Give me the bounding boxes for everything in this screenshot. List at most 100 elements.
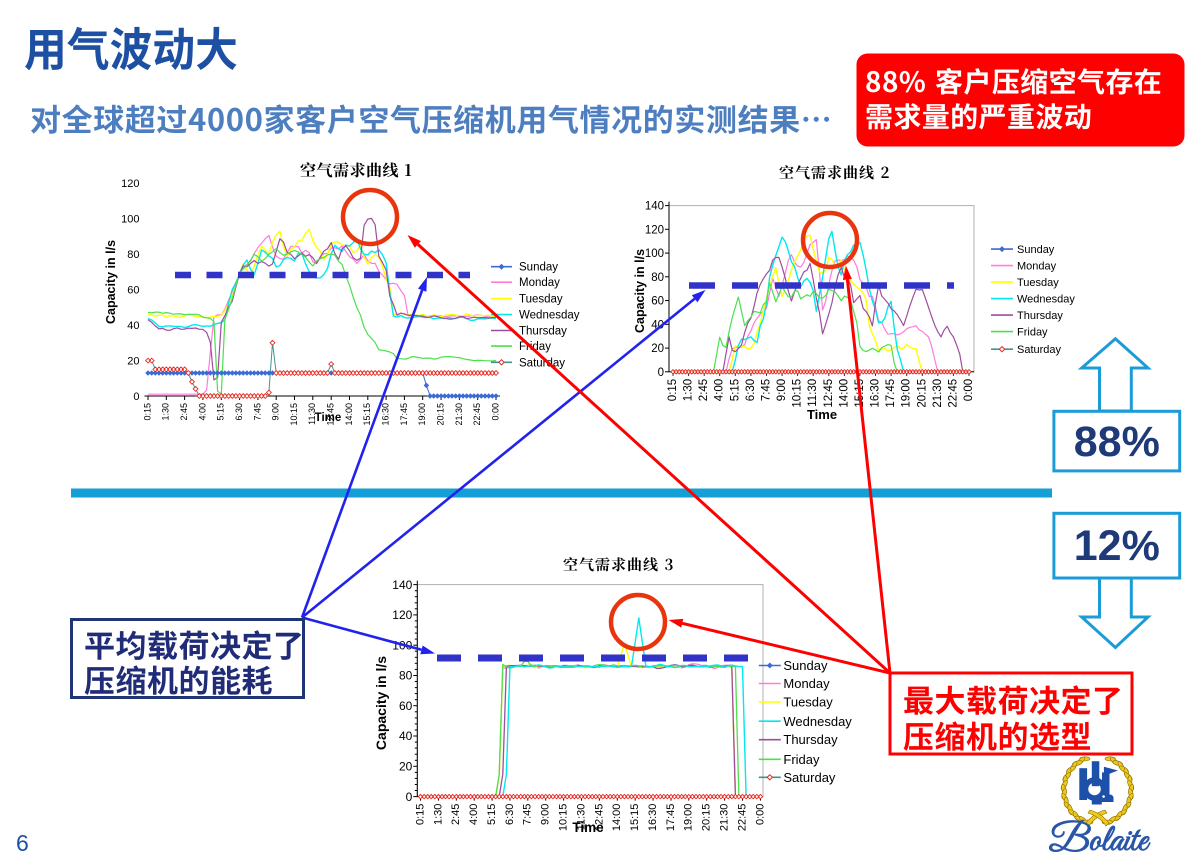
svg-text:Saturday: Saturday — [783, 770, 836, 785]
svg-text:Sunday: Sunday — [783, 658, 828, 673]
svg-text:Thursday: Thursday — [519, 326, 567, 338]
svg-text:6:30: 6:30 — [745, 379, 757, 401]
svg-text:12%: 12% — [1074, 522, 1160, 570]
svg-text:14:00: 14:00 — [838, 379, 850, 408]
svg-text:12:45: 12:45 — [823, 379, 835, 408]
svg-text:20: 20 — [399, 760, 413, 774]
svg-text:10:15: 10:15 — [289, 403, 299, 426]
svg-text:40: 40 — [399, 729, 413, 743]
svg-text:Capacity in l/s: Capacity in l/s — [373, 656, 389, 750]
svg-text:19:00: 19:00 — [417, 403, 427, 426]
svg-text:60: 60 — [127, 285, 139, 297]
svg-text:12:45: 12:45 — [593, 804, 605, 832]
svg-text:17:45: 17:45 — [885, 379, 897, 408]
svg-text:10:15: 10:15 — [792, 379, 804, 408]
svg-text:120: 120 — [645, 224, 664, 236]
svg-text:5:15: 5:15 — [216, 403, 226, 421]
svg-text:22:45: 22:45 — [736, 804, 748, 832]
svg-text:20:15: 20:15 — [435, 403, 445, 426]
svg-text:7:45: 7:45 — [761, 379, 773, 401]
svg-text:1:30: 1:30 — [683, 379, 695, 401]
svg-text:80: 80 — [651, 272, 664, 284]
svg-text:5:15: 5:15 — [486, 804, 498, 825]
svg-text:0:15: 0:15 — [414, 804, 426, 825]
svg-text:7:45: 7:45 — [522, 804, 534, 825]
svg-text:16:30: 16:30 — [870, 379, 882, 408]
svg-text:Time: Time — [572, 820, 604, 835]
svg-text:140: 140 — [392, 578, 412, 592]
svg-text:19:00: 19:00 — [901, 379, 913, 408]
svg-text:40: 40 — [127, 320, 139, 332]
svg-text:Capacity in l/s: Capacity in l/s — [104, 240, 118, 324]
svg-text:21:30: 21:30 — [932, 379, 944, 408]
svg-text:21:30: 21:30 — [454, 403, 464, 426]
svg-text:Tuesday: Tuesday — [783, 695, 833, 710]
svg-text:9:00: 9:00 — [776, 379, 788, 401]
svg-text:5:15: 5:15 — [729, 379, 741, 401]
svg-text:Time: Time — [315, 412, 342, 424]
svg-text:2:45: 2:45 — [698, 379, 710, 401]
svg-text:12:45: 12:45 — [326, 403, 336, 426]
svg-text:120: 120 — [392, 608, 412, 622]
svg-text:88%: 88% — [1074, 418, 1160, 466]
svg-text:11:30: 11:30 — [807, 379, 819, 407]
svg-text:Capacity in l/s: Capacity in l/s — [633, 249, 647, 333]
svg-text:60: 60 — [399, 699, 413, 713]
svg-text:19:00: 19:00 — [683, 804, 695, 832]
svg-text:Tuesday: Tuesday — [519, 294, 563, 306]
svg-text:Monday: Monday — [783, 676, 830, 691]
svg-text:Friday: Friday — [783, 752, 820, 767]
svg-text:80: 80 — [399, 669, 413, 683]
svg-text:15:15: 15:15 — [629, 804, 641, 832]
svg-text:0:15: 0:15 — [142, 403, 152, 421]
svg-text:20: 20 — [127, 355, 139, 367]
svg-text:16:30: 16:30 — [647, 804, 659, 832]
svg-text:Tuesday: Tuesday — [1017, 277, 1059, 289]
svg-text:21:30: 21:30 — [719, 804, 731, 832]
svg-text:Thursday: Thursday — [1017, 310, 1063, 322]
svg-text:4:00: 4:00 — [468, 804, 480, 825]
svg-text:9:00: 9:00 — [271, 403, 281, 421]
svg-text:14:00: 14:00 — [344, 403, 354, 426]
svg-text:7:45: 7:45 — [252, 403, 262, 421]
svg-text:120: 120 — [121, 178, 139, 190]
svg-text:140: 140 — [645, 201, 664, 213]
svg-text:17:45: 17:45 — [399, 403, 409, 426]
svg-text:0:00: 0:00 — [754, 804, 766, 825]
svg-text:15:15: 15:15 — [362, 403, 372, 426]
svg-text:0:00: 0:00 — [490, 403, 500, 421]
svg-text:2:45: 2:45 — [450, 804, 462, 825]
svg-text:20:15: 20:15 — [916, 379, 928, 408]
svg-text:0: 0 — [658, 367, 664, 379]
svg-text:Monday: Monday — [519, 277, 560, 289]
svg-text:Thursday: Thursday — [783, 732, 838, 747]
svg-text:4:00: 4:00 — [714, 379, 726, 401]
svg-text:0: 0 — [133, 391, 139, 403]
svg-text:Saturday: Saturday — [1017, 344, 1062, 356]
svg-text:1:30: 1:30 — [432, 804, 444, 825]
svg-text:20: 20 — [651, 343, 664, 355]
svg-text:Time: Time — [807, 407, 837, 422]
svg-text:100: 100 — [121, 214, 139, 226]
svg-text:Friday: Friday — [1017, 327, 1048, 339]
svg-text:Sunday: Sunday — [1017, 244, 1055, 256]
svg-text:Wednesday: Wednesday — [1017, 294, 1075, 306]
svg-text:0:15: 0:15 — [667, 379, 679, 401]
svg-text:22:45: 22:45 — [472, 403, 482, 426]
svg-text:100: 100 — [645, 248, 664, 260]
svg-text:10:15: 10:15 — [558, 804, 570, 832]
svg-text:2:45: 2:45 — [179, 403, 189, 421]
svg-text:Sunday: Sunday — [519, 262, 558, 274]
svg-text:Monday: Monday — [1017, 261, 1057, 273]
svg-text:0: 0 — [406, 790, 413, 804]
svg-text:17:45: 17:45 — [665, 804, 677, 832]
svg-text:Wednesday: Wednesday — [519, 310, 580, 322]
svg-text:11:30: 11:30 — [307, 403, 317, 425]
svg-text:80: 80 — [127, 249, 139, 261]
svg-text:0:00: 0:00 — [963, 379, 975, 401]
svg-text:60: 60 — [651, 296, 664, 308]
svg-text:11:30: 11:30 — [575, 804, 587, 831]
svg-text:4:00: 4:00 — [197, 403, 207, 421]
svg-text:40: 40 — [651, 319, 664, 331]
svg-text:6:30: 6:30 — [504, 804, 516, 825]
